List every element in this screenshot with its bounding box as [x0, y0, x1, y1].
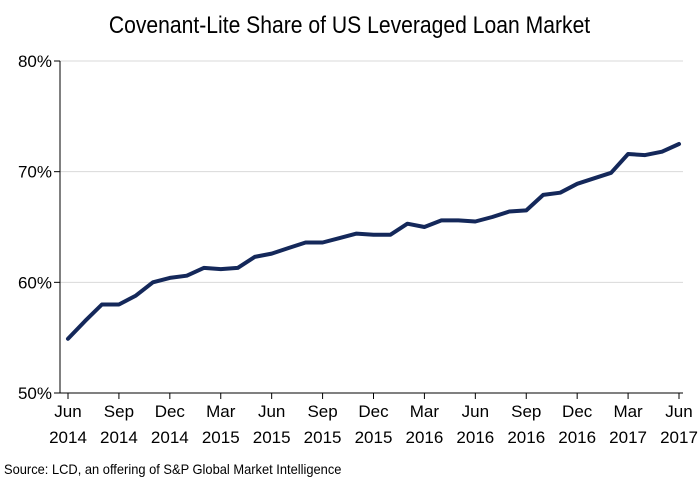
- x-tick-label-year: 2015: [253, 428, 291, 447]
- y-tick-label: 50%: [18, 384, 52, 403]
- data-point: [134, 294, 138, 298]
- data-point: [270, 252, 274, 256]
- x-tick-label-month: Jun: [258, 402, 285, 421]
- x-tick-label-year: 2015: [304, 428, 342, 447]
- data-point: [507, 210, 511, 214]
- x-tick-label-month: Sep: [307, 402, 337, 421]
- x-tick-label-month: Sep: [104, 402, 134, 421]
- x-tick-label-month: Jun: [54, 402, 81, 421]
- data-point: [338, 236, 342, 240]
- x-tick-label-month: Dec: [562, 402, 593, 421]
- x-tick-label-year: 2014: [49, 428, 87, 447]
- data-point: [643, 153, 647, 157]
- data-point: [677, 142, 681, 146]
- data-point: [524, 208, 528, 212]
- data-point: [236, 266, 240, 270]
- data-point: [253, 255, 257, 259]
- data-point: [168, 276, 172, 280]
- chart-title: Covenant-Lite Share of US Leveraged Loan…: [108, 12, 591, 39]
- x-tick-label-year: 2016: [507, 428, 545, 447]
- x-tick-label-year: 2016: [456, 428, 494, 447]
- data-point: [456, 218, 460, 222]
- y-tick-label: 60%: [18, 273, 52, 292]
- data-point: [151, 280, 155, 284]
- data-point: [473, 219, 477, 223]
- series-line: [66, 142, 681, 341]
- data-point: [100, 302, 104, 306]
- data-point: [422, 225, 426, 229]
- data-point: [219, 267, 223, 271]
- x-tick-label-year: 2014: [100, 428, 138, 447]
- x-tick-label-month: Mar: [613, 402, 643, 421]
- data-point: [541, 193, 545, 197]
- data-point: [372, 233, 376, 237]
- x-tick-label-month: Mar: [206, 402, 236, 421]
- data-point: [321, 240, 325, 244]
- data-point: [287, 246, 291, 250]
- data-point: [117, 302, 121, 306]
- x-tick-label-year: 2016: [558, 428, 596, 447]
- data-point: [660, 150, 664, 154]
- x-tick-label-month: Dec: [358, 402, 389, 421]
- source-note: Source: LCD, an offering of S&P Global M…: [4, 461, 342, 477]
- x-tick-label-month: Jun: [665, 402, 692, 421]
- x-tick-label-month: Dec: [155, 402, 186, 421]
- data-point: [490, 215, 494, 219]
- x-tick-label-month: Jun: [462, 402, 489, 421]
- x-tick-label-year: 2016: [406, 428, 444, 447]
- y-tick-label: 80%: [18, 52, 52, 71]
- data-point: [575, 182, 579, 186]
- x-tick-label-month: Mar: [410, 402, 440, 421]
- x-tick-label-year: 2015: [355, 428, 393, 447]
- data-point: [388, 233, 392, 237]
- data-point: [202, 266, 206, 270]
- data-point: [626, 152, 630, 156]
- data-point: [185, 274, 189, 278]
- data-point: [405, 222, 409, 226]
- data-point: [66, 337, 70, 341]
- data-point: [304, 240, 308, 244]
- x-tick-label-year: 2014: [151, 428, 189, 447]
- x-tick-label-month: Sep: [511, 402, 541, 421]
- data-point: [609, 171, 613, 175]
- x-tick-label-year: 2015: [202, 428, 240, 447]
- data-point: [83, 319, 87, 323]
- data-point: [558, 191, 562, 195]
- x-tick-label-year: 2017: [609, 428, 647, 447]
- data-point: [592, 176, 596, 180]
- x-tick-label-year: 2017: [660, 428, 698, 447]
- data-point: [439, 218, 443, 222]
- y-tick-label: 70%: [18, 163, 52, 182]
- data-point: [355, 232, 359, 236]
